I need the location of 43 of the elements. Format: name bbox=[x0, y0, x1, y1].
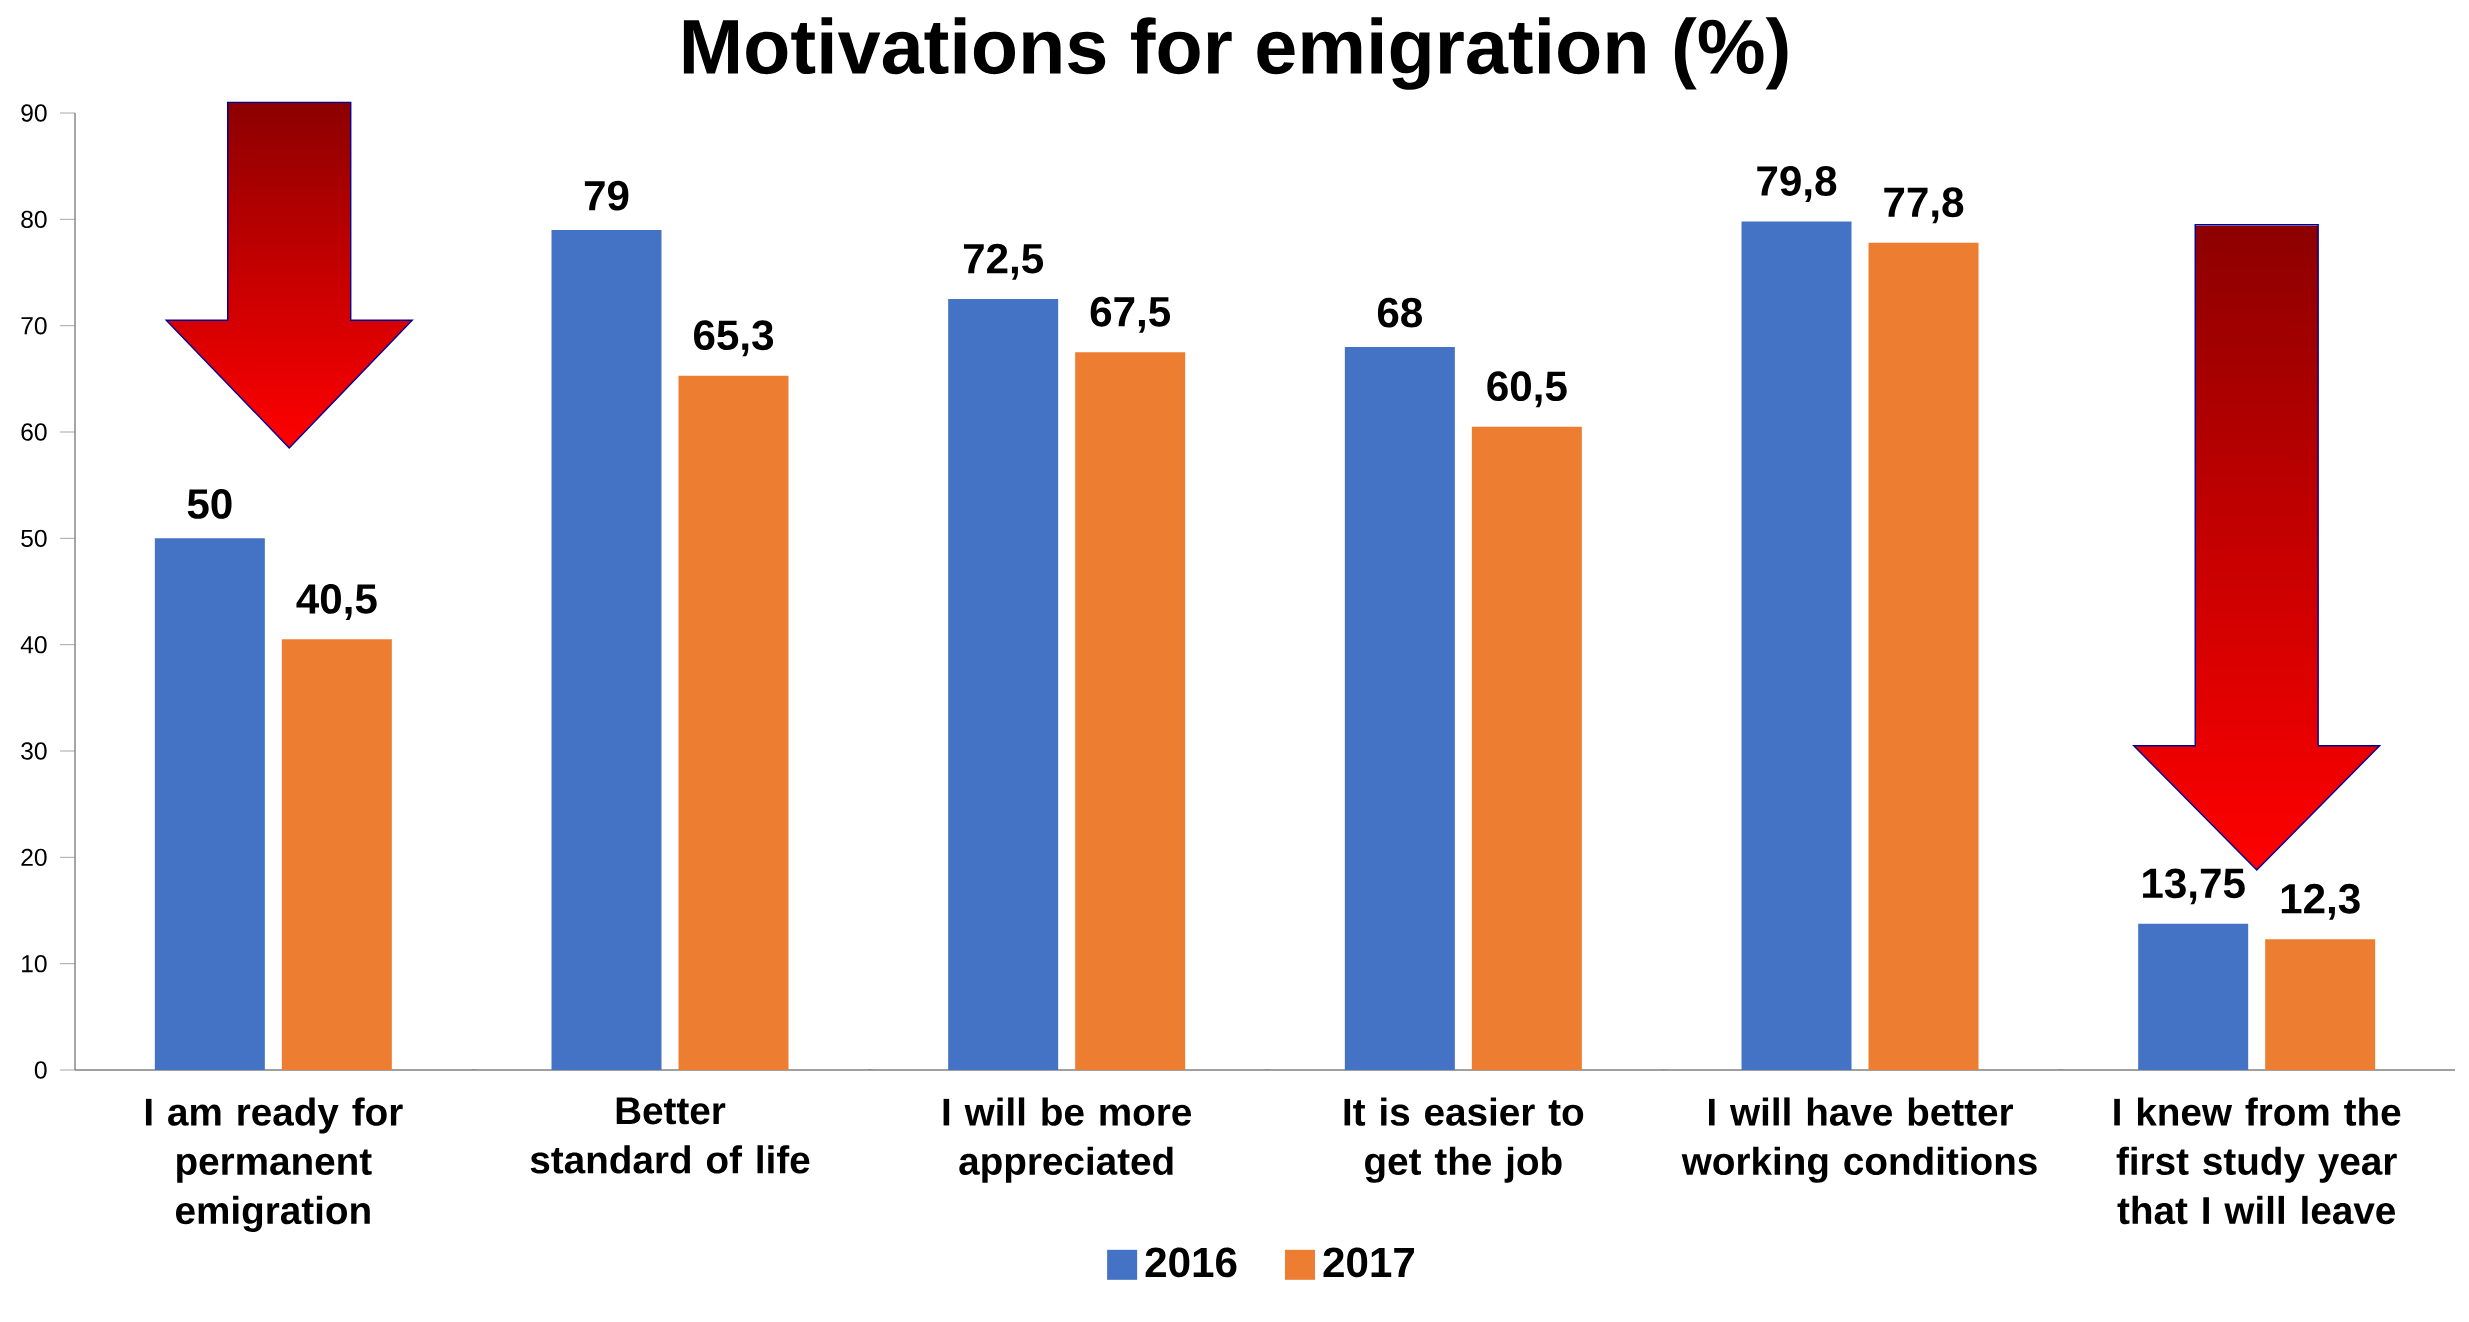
y-tick-label: 20 bbox=[21, 848, 47, 867]
bar bbox=[551, 229, 662, 1071]
y-tick-label: 0 bbox=[34, 1061, 47, 1079]
bar bbox=[2138, 923, 2249, 1071]
bar bbox=[2265, 939, 2376, 1071]
y-tick-label: 30 bbox=[21, 742, 47, 760]
bar bbox=[1471, 426, 1582, 1071]
data-label: 65,3 bbox=[694, 320, 774, 357]
y-tick-label: 40 bbox=[20, 636, 47, 654]
y-tick-label: 90 bbox=[21, 104, 47, 122]
data-label: 13,75 bbox=[2143, 868, 2245, 905]
data-label: 68 bbox=[1377, 297, 1422, 328]
x-tick-label: Better standard of life bbox=[530, 1097, 810, 1174]
y-tick-label: 10 bbox=[22, 955, 47, 973]
bar bbox=[1075, 352, 1186, 1071]
y-tick-label: 70 bbox=[21, 317, 47, 335]
x-tick-label: I will have better working conditions bbox=[1681, 1097, 2037, 1183]
bar bbox=[154, 538, 265, 1071]
bar bbox=[281, 639, 392, 1071]
data-label: 67,5 bbox=[1090, 296, 1171, 333]
y-tick-label: 50 bbox=[21, 529, 47, 548]
data-label: 50 bbox=[187, 489, 232, 519]
y-tick-label: 80 bbox=[21, 210, 47, 229]
legend-label: 2016 bbox=[1145, 1247, 1237, 1278]
bar bbox=[1741, 221, 1852, 1071]
y-tick-label: 60 bbox=[21, 423, 47, 441]
x-tick-label: I knew from the first study year that I will leave bbox=[2114, 1097, 2401, 1225]
x-tick-label: It is easier to get the job bbox=[1344, 1097, 1584, 1183]
x-tick-label: I will be more appreciated bbox=[943, 1097, 1192, 1183]
data-label: 79 bbox=[584, 180, 629, 211]
legend-label: 2017 bbox=[1323, 1247, 1414, 1278]
data-label: 40,5 bbox=[296, 583, 377, 620]
data-label: 79,8 bbox=[1757, 166, 1837, 203]
data-label: 77,8 bbox=[1884, 187, 1964, 224]
data-label: 72,5 bbox=[963, 243, 1044, 280]
chart-title: Motivations for emigration (%) bbox=[683, 17, 1788, 90]
bar bbox=[948, 299, 1059, 1071]
bar bbox=[678, 375, 789, 1071]
data-label: 12,3 bbox=[2281, 883, 2360, 920]
bar bbox=[1344, 346, 1455, 1071]
bar bbox=[1868, 242, 1979, 1071]
x-tick-label: I am ready for permanent emigration bbox=[145, 1097, 403, 1233]
data-label: 60,5 bbox=[1487, 371, 1567, 408]
